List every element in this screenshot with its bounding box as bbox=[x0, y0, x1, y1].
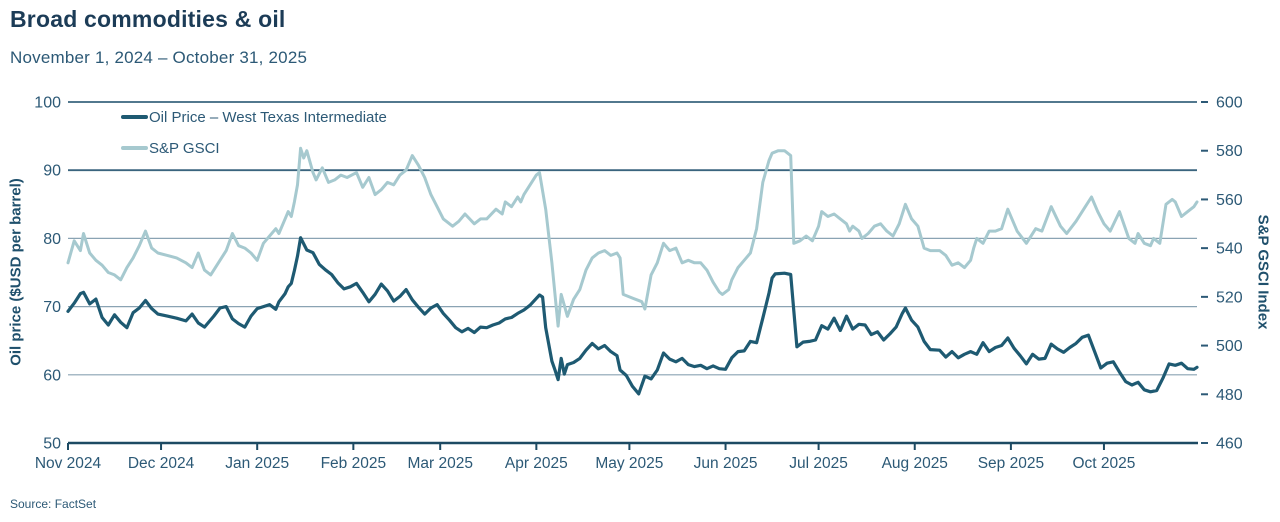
source-text: Source: FactSet bbox=[10, 497, 97, 511]
right-tick-label: 460 bbox=[1216, 436, 1243, 453]
x-tick-label: Apr 2025 bbox=[505, 455, 568, 472]
x-tick-label: Jun 2025 bbox=[694, 455, 758, 472]
series-line-oil bbox=[66, 236, 1199, 396]
x-tick-label: Jul 2025 bbox=[789, 455, 848, 472]
x-tick-label: Sep 2025 bbox=[978, 455, 1044, 472]
legend-item-oil: Oil Price – West Texas Intermediate bbox=[121, 106, 387, 128]
left-tick-label: 80 bbox=[43, 231, 61, 248]
left-tick-label: 60 bbox=[43, 367, 61, 384]
legend-item-gsci: S&P GSCI bbox=[121, 137, 387, 159]
right-tick-label: 560 bbox=[1216, 192, 1243, 209]
right-tick-label: 580 bbox=[1216, 143, 1243, 160]
right-tick-label: 500 bbox=[1216, 338, 1243, 355]
x-tick-label: Mar 2025 bbox=[407, 455, 472, 472]
right-tick-label: 480 bbox=[1216, 387, 1243, 404]
left-tick-label: 50 bbox=[43, 436, 61, 453]
series-line-gsci bbox=[66, 146, 1199, 328]
gsci-line-swatch-icon bbox=[121, 146, 148, 150]
left-tick-label: 70 bbox=[43, 299, 61, 316]
page-subtitle: November 1, 2024 – October 31, 2025 bbox=[10, 48, 308, 67]
x-tick-label: Oct 2025 bbox=[1072, 455, 1135, 472]
x-tick-label: Dec 2024 bbox=[128, 455, 195, 472]
left-tick-label: 90 bbox=[43, 163, 61, 180]
chart-legend: Oil Price – West Texas Intermediate S&P … bbox=[121, 106, 387, 168]
x-tick-label: Feb 2025 bbox=[321, 455, 387, 472]
page-title: Broad commodities & oil bbox=[10, 6, 286, 32]
right-tick-label: 600 bbox=[1216, 95, 1243, 112]
right-tick-label: 540 bbox=[1216, 241, 1243, 258]
oil-line-swatch-icon bbox=[121, 115, 148, 119]
legend-label-gsci: S&P GSCI bbox=[149, 139, 220, 157]
left-axis-title: Oil price ($USD per barrel) bbox=[7, 178, 25, 366]
x-tick-label: Aug 2025 bbox=[882, 455, 948, 472]
right-tick-label: 520 bbox=[1216, 289, 1243, 306]
right-axis-title: S&P GSCI Index bbox=[1254, 214, 1272, 330]
x-tick-label: May 2025 bbox=[595, 455, 663, 472]
x-tick-label: Jan 2025 bbox=[225, 455, 289, 472]
x-tick-label: Nov 2024 bbox=[35, 455, 102, 472]
legend-label-oil: Oil Price – West Texas Intermediate bbox=[149, 108, 387, 126]
left-tick-label: 100 bbox=[34, 95, 61, 112]
